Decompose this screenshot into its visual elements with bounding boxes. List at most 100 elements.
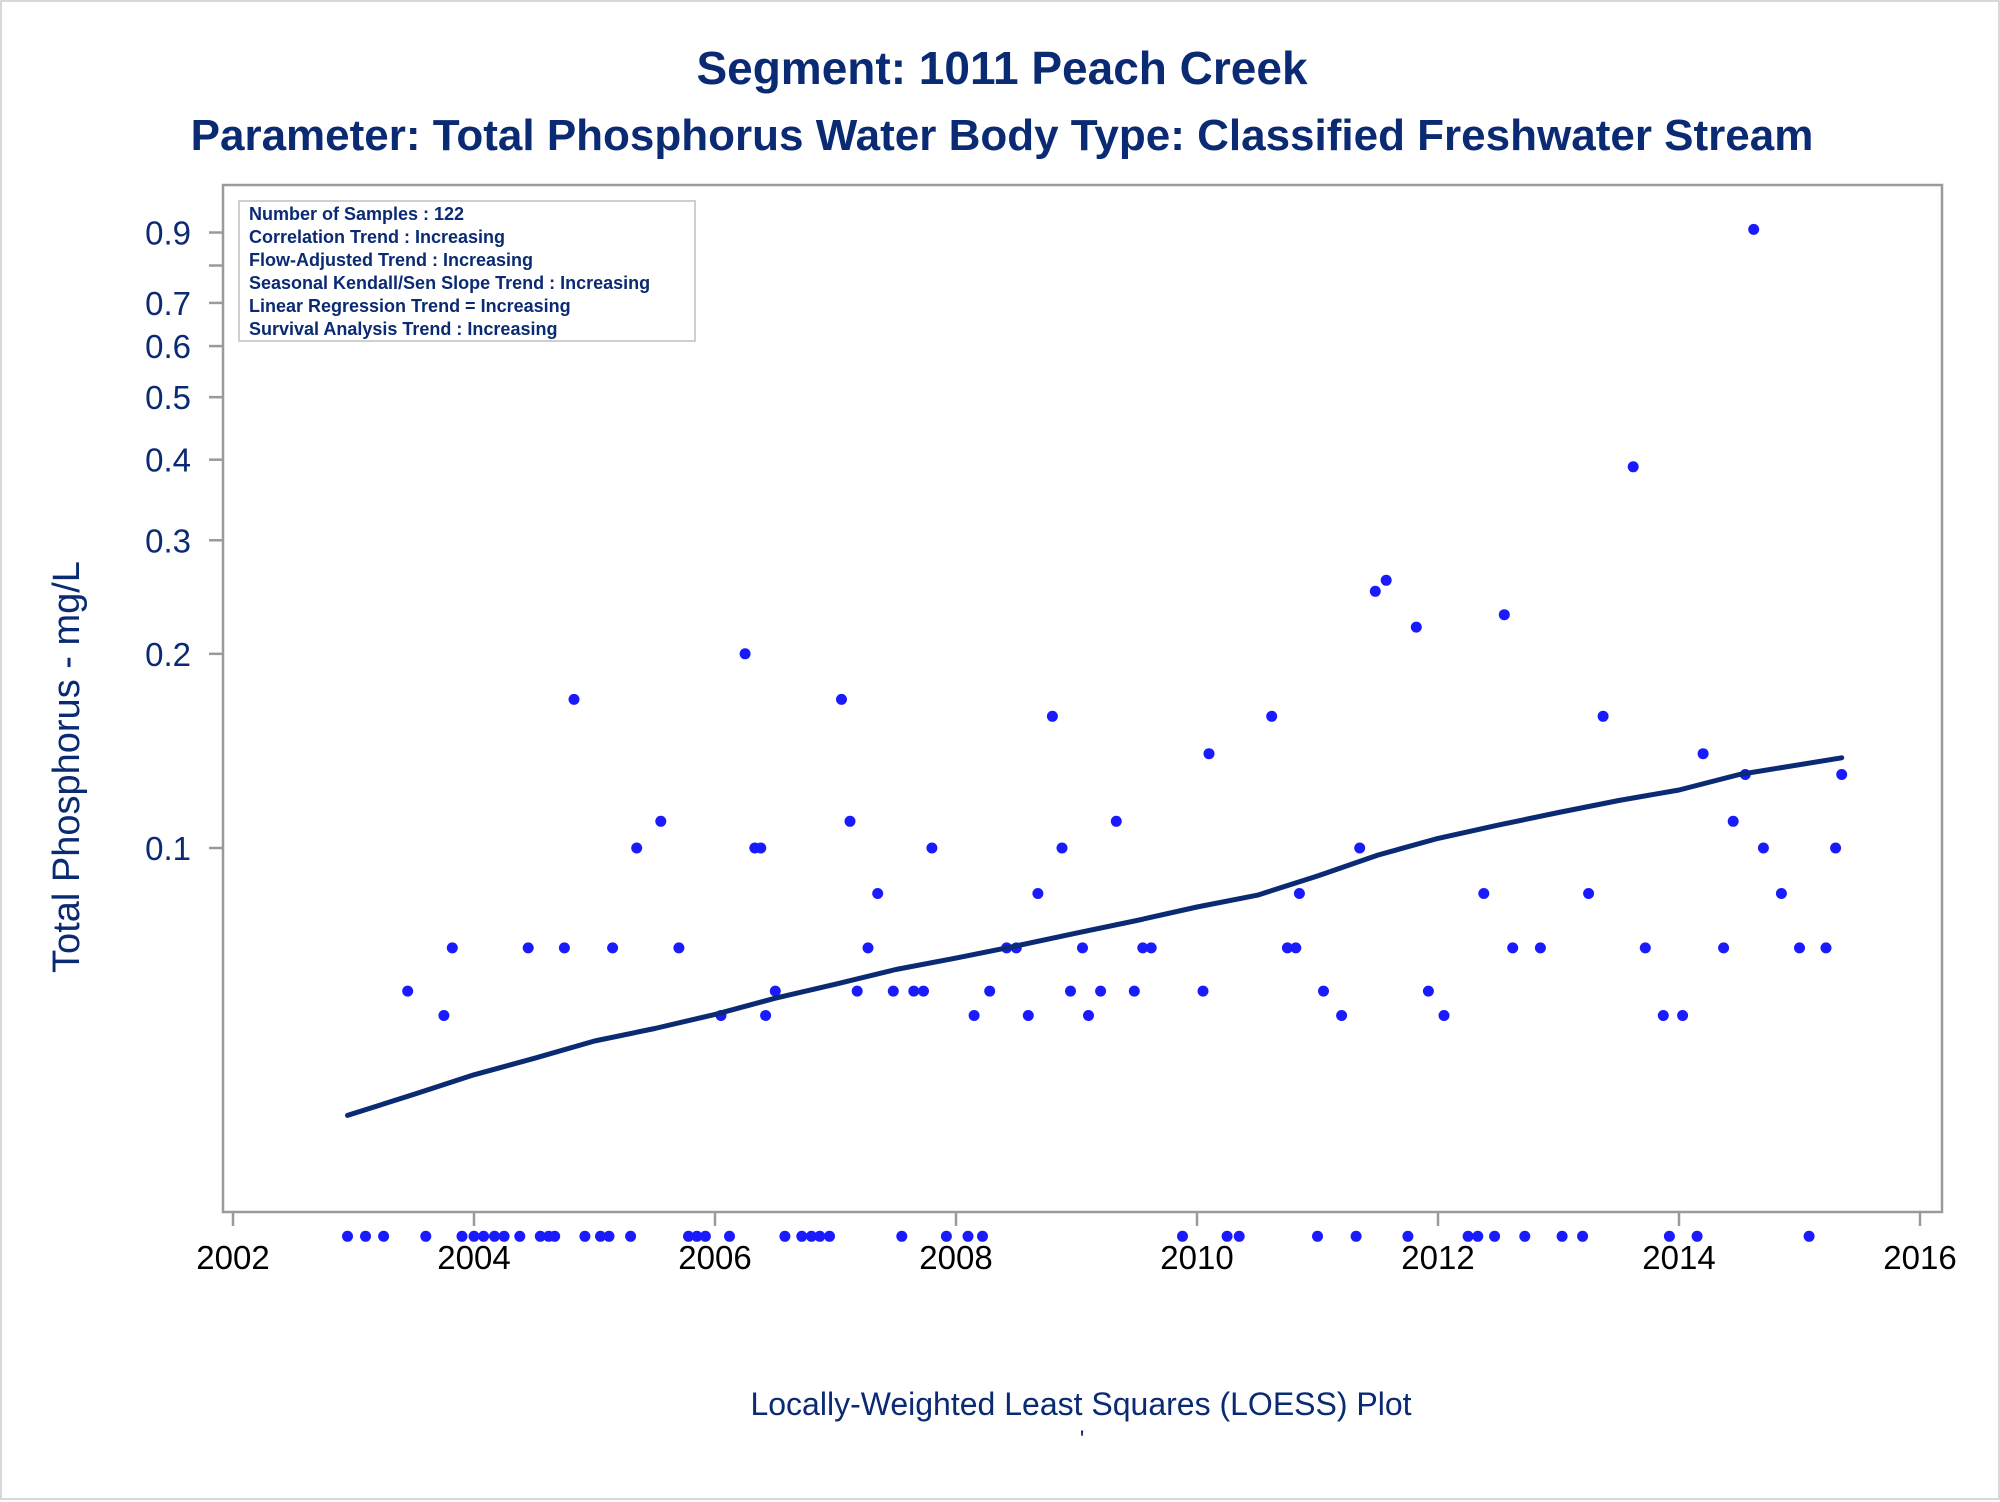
data-point	[1583, 888, 1595, 899]
data-point	[1498, 609, 1510, 621]
data-point	[872, 888, 884, 899]
data-point	[1065, 985, 1076, 997]
data-point	[468, 1230, 480, 1242]
x-tick-label: 2010	[1160, 1239, 1233, 1276]
data-point	[1293, 888, 1305, 899]
stats-line-correlation: Correlation Trend : Increasing	[249, 227, 505, 247]
data-point	[896, 1230, 908, 1242]
data-point	[1233, 1230, 1245, 1242]
data-point	[456, 1230, 468, 1242]
data-point	[438, 1010, 450, 1021]
data-point	[1380, 574, 1392, 586]
data-point	[908, 985, 920, 997]
data-point	[1757, 842, 1769, 854]
data-point	[1597, 710, 1609, 722]
y-axis: 0.1 0.2 0.3 0.4 0.5 0.6 0.7 0.9	[145, 215, 223, 867]
y-tick-label: 0.5	[145, 379, 191, 416]
data-point	[1657, 1010, 1669, 1021]
data-point	[549, 1230, 561, 1242]
stats-line-samples: Number of Samples : 122	[249, 204, 464, 224]
data-point	[824, 1230, 835, 1242]
data-point	[1266, 710, 1278, 722]
data-point	[1095, 985, 1107, 997]
data-point	[1056, 842, 1068, 854]
data-point	[579, 1230, 591, 1242]
data-point	[844, 815, 856, 827]
data-point	[402, 985, 414, 997]
data-point	[918, 985, 929, 997]
data-point	[862, 942, 874, 954]
data-point	[1748, 223, 1760, 235]
data-point	[724, 1230, 735, 1242]
data-point	[755, 842, 767, 854]
y-axis-label: Total Phosphorus - mg/L	[46, 561, 88, 973]
data-point	[514, 1230, 526, 1242]
data-point	[1472, 1230, 1484, 1242]
data-point	[836, 693, 847, 705]
data-point	[1110, 815, 1122, 827]
data-point	[1775, 888, 1787, 899]
data-point	[1718, 942, 1730, 954]
data-point	[1137, 942, 1149, 954]
chart-subtitle: Parameter: Total Phosphorus Water Body T…	[191, 111, 1814, 160]
stats-line-survival: Survival Analysis Trend : Increasing	[249, 319, 557, 339]
loess-trend-line	[345, 755, 1845, 1118]
data-point	[1462, 1230, 1474, 1242]
stats-line-seasonal-kendall: Seasonal Kendall/Sen Slope Trend : Incre…	[249, 273, 650, 293]
data-point	[1312, 1230, 1323, 1242]
data-point	[1422, 985, 1434, 997]
data-point	[814, 1230, 826, 1242]
data-point	[1128, 985, 1140, 997]
data-point	[1836, 769, 1848, 780]
data-point	[805, 1230, 817, 1242]
data-point	[1221, 1230, 1233, 1242]
y-tick-label: 0.1	[145, 830, 191, 867]
data-point	[1145, 942, 1157, 954]
data-point	[1177, 1230, 1188, 1242]
data-point	[1507, 942, 1519, 954]
data-point	[360, 1230, 371, 1242]
data-point	[1577, 1230, 1589, 1242]
y-tick-label: 0.3	[145, 522, 191, 559]
data-point	[779, 1230, 791, 1242]
data-point	[625, 1230, 637, 1242]
data-point	[887, 985, 899, 997]
data-point	[603, 1230, 615, 1242]
data-point	[1803, 1230, 1815, 1242]
stats-box-border	[238, 200, 696, 342]
data-point	[699, 1230, 711, 1242]
data-point	[1830, 842, 1842, 854]
x-tick-label: 2006	[678, 1239, 751, 1276]
data-point	[1534, 942, 1546, 954]
data-point	[1727, 815, 1739, 827]
data-point	[631, 842, 643, 854]
data-point	[1438, 1010, 1450, 1021]
data-point	[1489, 1230, 1501, 1242]
y-tick-label: 0.4	[145, 442, 191, 479]
data-point	[1794, 942, 1805, 954]
data-point	[1083, 1010, 1094, 1021]
data-point	[673, 942, 685, 954]
data-point	[1046, 710, 1058, 722]
data-point	[1478, 888, 1490, 899]
data-point	[1281, 942, 1293, 954]
x-axis-label: Locally-Weighted Least Squares (LOESS) P…	[750, 1386, 1411, 1422]
data-point	[1402, 1230, 1414, 1242]
data-point	[1677, 1010, 1689, 1021]
x-tick-label: 2008	[919, 1239, 992, 1276]
data-point	[851, 985, 863, 997]
data-point	[1639, 942, 1651, 954]
data-point	[489, 1230, 500, 1242]
data-point	[1691, 1230, 1703, 1242]
data-point	[1369, 585, 1381, 597]
data-point	[940, 1230, 952, 1242]
data-point	[595, 1230, 606, 1242]
data-point	[558, 942, 570, 954]
data-point	[1410, 621, 1422, 633]
data-point	[1318, 985, 1329, 997]
data-point	[984, 985, 996, 997]
data-point	[1697, 748, 1709, 760]
data-point	[1354, 842, 1366, 854]
data-point	[1203, 748, 1215, 760]
x-tick-label: 2004	[437, 1239, 510, 1276]
